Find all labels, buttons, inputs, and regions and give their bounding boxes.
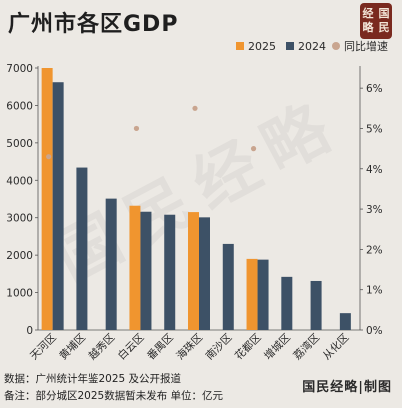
growth-points — [46, 105, 257, 160]
y2-tick-label: 2% — [366, 244, 383, 256]
bar-2024 — [257, 259, 269, 330]
x-tick-label: 从化区 — [320, 331, 351, 362]
legend-marker — [236, 42, 244, 50]
y2-tick-label: 3% — [366, 204, 383, 216]
gdp-chart: 2025 2024 同比增速 0 1000 2000 3000 4000 5000 6000 70… — [6, 39, 388, 362]
logo-char: 略 — [362, 21, 374, 34]
bar-2025 — [129, 205, 141, 330]
y2-tick-label: 4% — [366, 164, 383, 176]
x-tick-label: 海珠区 — [174, 331, 205, 362]
legend-marker — [286, 42, 294, 50]
y-tick-label: 2000 — [6, 250, 33, 262]
x-tick-label: 荔湾区 — [291, 331, 322, 362]
brand-logo: 经 国 略 民 — [360, 3, 392, 39]
growth-point — [133, 125, 140, 132]
y2-tick-label: 6% — [366, 83, 383, 95]
bar-2024 — [310, 280, 322, 330]
growth-point — [192, 105, 198, 111]
y-tick-label: 4000 — [6, 175, 33, 187]
axes: 0 1000 2000 3000 4000 5000 6000 7000 0% 1% 2% 3% 4% 5… — [6, 63, 382, 337]
bar-2024 — [52, 82, 64, 330]
bar-2024 — [76, 167, 88, 330]
x-tick-label: 花都区 — [232, 331, 263, 362]
y-tick-label: 5000 — [6, 138, 33, 150]
y2-tick-label: 5% — [366, 123, 383, 135]
bar-2025 — [188, 212, 199, 330]
bar-2025 — [41, 68, 53, 330]
bar-2024 — [199, 217, 210, 330]
x-tick-label: 黄埔区 — [57, 331, 88, 362]
y2-tick-label: 0% — [366, 325, 383, 337]
y-tick-label: 6000 — [6, 100, 33, 112]
y-tick-label: 0 — [26, 325, 33, 337]
y-tick-label: 3000 — [6, 213, 33, 225]
bar-2024 — [222, 243, 234, 330]
x-tick-label: 番禺区 — [145, 332, 176, 363]
legend-label: 同比增速 — [344, 39, 388, 53]
legend: 2025 2024 同比增速 — [236, 39, 388, 53]
bars — [41, 68, 351, 330]
y-tick-label: 1000 — [6, 288, 33, 300]
page-title: 广州市各区GDP — [8, 12, 179, 37]
unit-note: 备注：部分城区2025数据暂未发布 单位：亿元 — [4, 390, 224, 402]
logo-char: 国 — [378, 7, 390, 20]
source-note: 数据：广州统计年鉴2025 及公开报道 — [4, 373, 182, 385]
growth-point — [46, 154, 52, 160]
bar-2025 — [246, 258, 258, 330]
x-tick-label: 越秀区 — [86, 331, 117, 362]
x-tick-label: 白云区 — [115, 331, 146, 362]
x-tick-label: 增城区 — [261, 331, 292, 362]
x-tick-label: 南沙区 — [203, 331, 234, 362]
logo-char: 经 — [362, 7, 374, 20]
logo-char: 民 — [378, 21, 390, 34]
y-tick-label: 7000 — [6, 63, 33, 75]
bar-2024 — [140, 211, 152, 330]
bar-2024 — [164, 214, 176, 330]
bar-2024 — [339, 313, 351, 330]
growth-point — [250, 146, 257, 152]
y2-tick-label: 1% — [366, 285, 383, 297]
legend-marker — [332, 42, 340, 50]
legend-label: 2025 — [248, 40, 276, 53]
bar-2024 — [281, 276, 293, 330]
brand-credit: 国民经略|制图 — [302, 380, 392, 395]
legend-label: 2024 — [298, 40, 326, 53]
bar-2024 — [105, 198, 117, 330]
